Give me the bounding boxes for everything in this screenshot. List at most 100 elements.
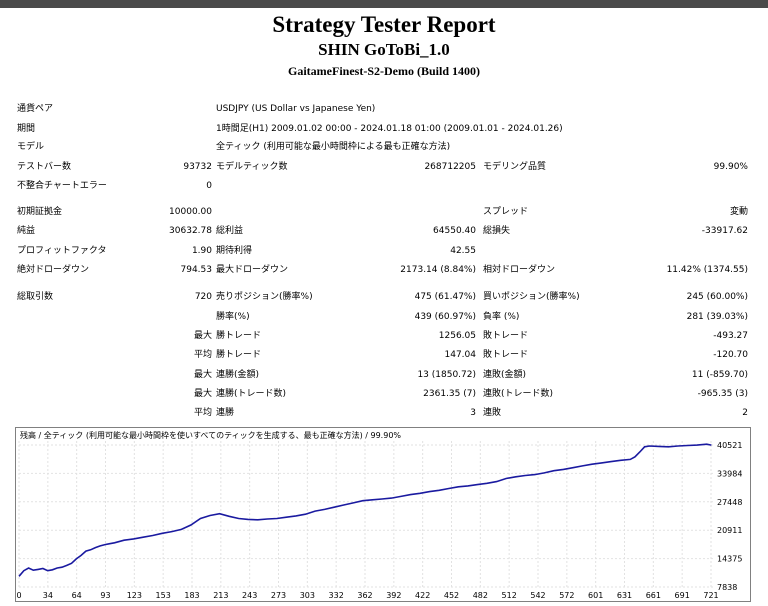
avg-cons-label: 平均 [193,408,212,418]
y-tick-label: 20911 [717,526,742,535]
spread-value: 変動 [729,207,748,217]
average-loss-value: -120.70 [713,350,748,360]
max-cons-wins-value: 13 (1850.72) [417,370,476,380]
average-win-value: 147.04 [444,350,477,360]
deposit-label: 初期証拠金 [17,207,63,217]
x-tick-label: 93 [100,591,110,600]
total-trades-label: 総取引数 [17,292,54,302]
window-top-bar [0,0,768,8]
spread-label: スプレッド [483,207,529,217]
x-tick-label: 422 [415,591,430,600]
chart-title: 残高 / 全ティック (利用可能な最小時間枠を使いすべてのティックを生成する、最… [20,431,402,440]
profit-trades-value: 439 (60.97%) [414,312,476,322]
errors-label: 不整合チャートエラー [17,181,107,191]
profit-factor-value: 1.90 [191,246,212,256]
max-cons2-label: 最大 [193,389,212,399]
x-tick-label: 34 [43,591,53,600]
quality-value: 99.90% [713,162,748,172]
loss-trades-value: 281 (39.03%) [686,312,748,322]
max-cons-loss-label: 連敗(トレード数) [483,389,554,399]
absolute-drawdown-value: 794.53 [180,265,213,275]
period-value: 1時間足(H1) 2009.01.02 00:00 - 2024.01.18 0… [216,124,563,134]
short-positions-value: 475 (61.47%) [414,292,476,302]
absolute-drawdown-label: 絶対ドローダウン [17,265,90,275]
x-tick-label: 482 [473,591,488,600]
average-label: 平均 [193,350,212,360]
chart-grid [18,441,713,589]
ticks-value: 268712205 [424,162,476,172]
x-tick-label: 213 [213,591,228,600]
x-tick-label: 64 [72,591,82,600]
relative-drawdown-value: 11.42% (1374.55) [666,265,748,275]
y-axis-ticks: 40521 33984 27448 20911 14375 7838 [717,441,742,592]
short-positions-label: 売りポジション(勝率%) [216,292,313,302]
gross-loss-label: 総損失 [483,226,511,236]
y-tick-label: 27448 [717,498,742,507]
x-tick-label: 721 [703,591,718,600]
avg-cons-wins-label: 連勝 [216,408,235,418]
deposit-value: 10000.00 [169,207,212,217]
x-axis-ticks: 0 34 64 93 123 153 183 213 243 273 303 332 362 392 422… [16,591,718,600]
balance-line [18,443,712,577]
x-tick-label: 691 [675,591,690,600]
expected-payoff-value: 42.55 [450,246,476,256]
x-tick-label: 542 [530,591,545,600]
errors-value: 0 [206,181,212,191]
x-tick-label: 572 [559,591,574,600]
largest-label: 最大 [193,331,212,341]
x-tick-label: 362 [357,591,372,600]
x-tick-label: 512 [502,591,517,600]
bars-label: テストバー数 [17,162,72,172]
largest-loss-value: -493.27 [713,331,748,341]
loss-trades-label: 負率 (%) [483,312,520,322]
bars-value: 93732 [183,162,212,172]
profit-factor-label: プロフィットファクタ [17,246,107,256]
gross-profit-value: 64550.40 [433,226,476,236]
x-tick-label: 661 [646,591,661,600]
long-positions-value: 245 (60.00%) [686,292,748,302]
max-cons-profit-value: 2361.35 (7) [423,389,476,399]
max-drawdown-value: 2173.14 (8.84%) [400,265,476,275]
period-label: 期間 [17,124,36,134]
x-tick-label: 303 [300,591,315,600]
largest-loss-label: 敗トレード [483,331,529,341]
balance-chart: 40521 33984 27448 20911 14375 7838 0 34 64 93 123… [15,427,751,602]
ticks-label: モデルティック数 [216,162,288,172]
max-cons-label: 最大 [193,370,212,380]
avg-cons-wins-value: 3 [470,408,476,418]
y-tick-label: 7838 [717,583,737,592]
max-cons-loss-value: -965.35 (3) [697,389,748,399]
largest-win-value: 1256.05 [438,331,476,341]
net-profit-label: 純益 [17,226,36,236]
x-tick-label: 601 [588,591,603,600]
symbol-label: 通貨ペア [17,104,54,114]
x-tick-label: 452 [444,591,459,600]
y-tick-label: 40521 [717,441,742,450]
average-win-label: 勝トレード [216,350,262,360]
profit-trades-label: 勝率(%) [216,312,250,322]
model-label: モデル [17,142,45,152]
max-cons-losses-label: 連敗(金額) [483,370,527,380]
quality-label: モデリング品質 [483,162,547,172]
relative-drawdown-label: 相対ドローダウン [483,265,556,275]
gross-profit-label: 総利益 [216,226,244,236]
x-tick-label: 631 [617,591,632,600]
y-tick-label: 33984 [717,469,742,478]
expert-name: SHIN GoToBi_1.0 [318,40,450,59]
x-tick-label: 183 [184,591,199,600]
max-cons-wins-label: 連勝(金額) [216,370,260,380]
x-tick-label: 273 [271,591,286,600]
server-build: GaitameFinest-S2-Demo (Build 1400) [288,64,480,78]
max-cons-profit-label: 連勝(トレード数) [216,389,287,399]
average-loss-label: 敗トレード [483,350,529,360]
avg-cons-losses-value: 2 [742,408,748,418]
long-positions-label: 買いポジション(勝率%) [483,292,580,302]
largest-win-label: 勝トレード [216,331,262,341]
net-profit-value: 30632.78 [169,226,212,236]
symbol-value: USDJPY (US Dollar vs Japanese Yen) [216,104,376,114]
total-trades-value: 720 [194,292,212,302]
x-tick-label: 0 [16,591,21,600]
y-tick-label: 14375 [717,555,742,564]
x-tick-label: 332 [329,591,344,600]
model-value: 全ティック (利用可能な最小時間枠による最も正確な方法) [216,142,451,152]
